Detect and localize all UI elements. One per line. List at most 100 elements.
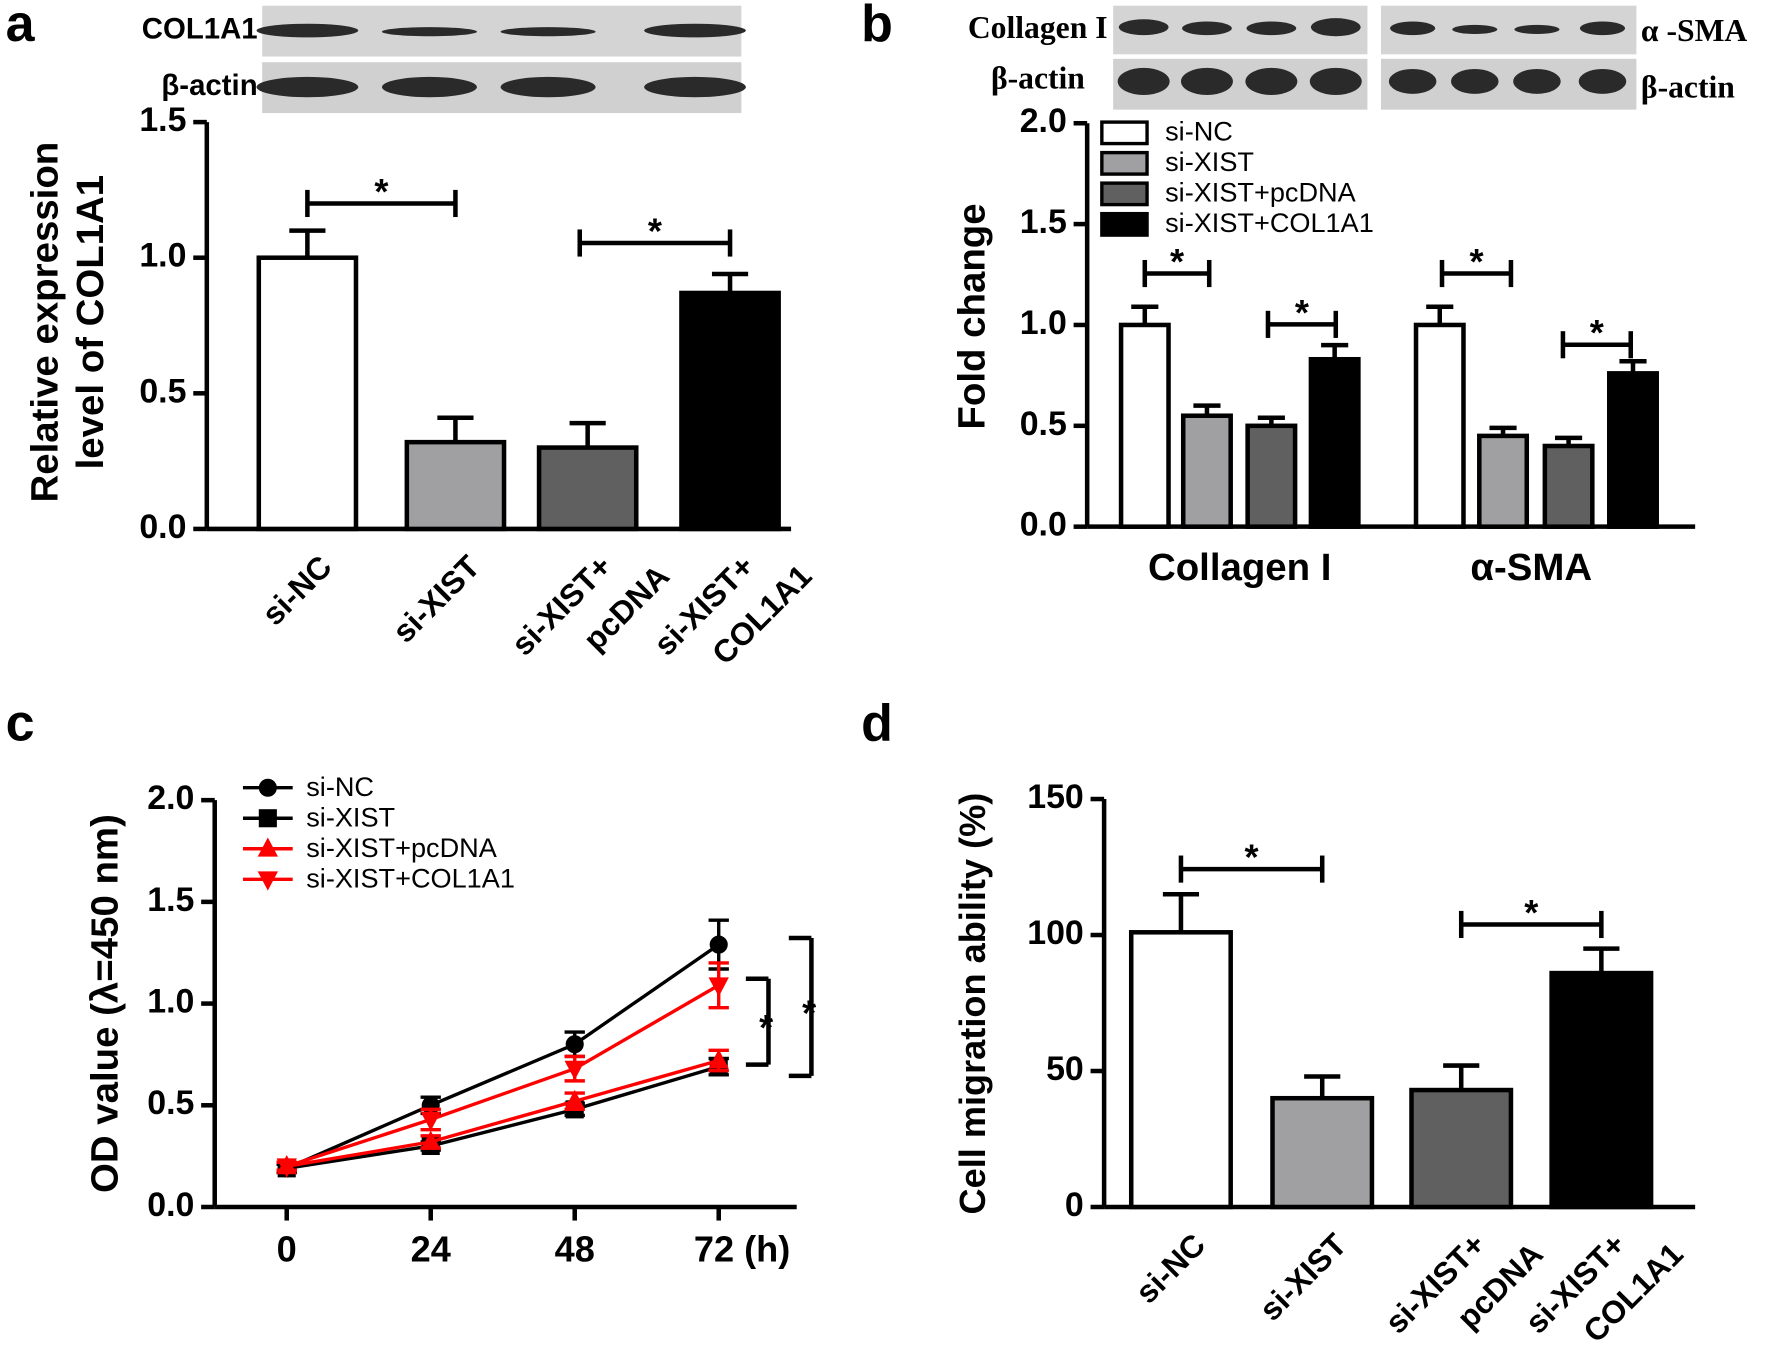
blot-label: COL1A1	[142, 12, 258, 45]
marker	[564, 1060, 585, 1080]
y-tick-label: 0.0	[147, 1186, 194, 1224]
y-axis-label: OD value (λ=450 nm)	[84, 814, 127, 1193]
line	[286, 983, 720, 1168]
x-tick-label: α-SMA	[1470, 546, 1592, 589]
bar	[1477, 433, 1530, 529]
y-tick-label: 0.5	[1020, 405, 1067, 443]
bar	[1413, 322, 1466, 529]
x-tick-label: si-NC	[1128, 1226, 1212, 1310]
sig-star: *	[374, 171, 389, 212]
bar	[1270, 1095, 1375, 1210]
marker	[708, 1049, 729, 1069]
x-tick-label: si-XIST+COL1A1	[1518, 1202, 1690, 1363]
y-tick-label: 2.0	[147, 779, 194, 817]
sig-star: *	[1245, 837, 1260, 878]
sig-star: *	[802, 993, 817, 1034]
x-tick-label: 48	[555, 1229, 595, 1270]
legend-marker	[257, 837, 279, 857]
y-tick-label: 100	[1027, 914, 1084, 952]
y-axis-label: Fold change	[950, 203, 993, 429]
blot-label: Collagen I	[968, 10, 1108, 45]
x-tick-label: 24	[411, 1229, 451, 1270]
bar	[1607, 371, 1659, 529]
y-tick-label: 0.0	[1020, 506, 1067, 544]
sig-star: *	[1590, 312, 1605, 353]
y-tick-label: 1.0	[147, 983, 194, 1021]
marker	[709, 935, 728, 954]
x-tick-label: si-NC	[255, 548, 339, 632]
x-tick-label: si-XIST	[1252, 1226, 1353, 1327]
sig-star: *	[1170, 241, 1185, 282]
legend-swatch	[1100, 150, 1149, 176]
x-tick-label: 0	[277, 1229, 297, 1270]
legend-label: si-XIST	[306, 802, 395, 833]
x-tick-label: 72 (h)	[694, 1229, 790, 1270]
sig-star: *	[759, 1007, 774, 1048]
legend-label: si-NC	[306, 771, 374, 802]
x-tick-label: si-XIST	[385, 548, 486, 649]
bar	[1245, 423, 1298, 529]
marker	[420, 1130, 441, 1150]
panel-letter: a	[6, 0, 36, 53]
y-tick-label: 50	[1046, 1050, 1084, 1088]
x-tick-label: Collagen I	[1148, 546, 1332, 589]
marker	[276, 1158, 297, 1178]
legend-label: si-XIST+pcDNA	[306, 832, 497, 863]
y-tick-label: 1.5	[139, 101, 186, 139]
y-axis-label: level of COL1A1	[69, 175, 112, 470]
legend-swatch	[1100, 211, 1149, 237]
legend-label: si-XIST+COL1A1	[306, 863, 515, 894]
y-tick-label: 0.5	[139, 372, 186, 410]
blots	[256, 5, 1637, 114]
y-axis-label: Relative expression	[24, 142, 67, 503]
y-tick-label: 1.5	[147, 881, 194, 919]
bar	[1308, 356, 1361, 529]
marker	[564, 1089, 585, 1110]
legend-label: si-XIST+pcDNA	[1165, 177, 1356, 208]
bar	[536, 445, 639, 532]
y-tick-label: 1.0	[139, 237, 186, 275]
legend-swatch	[1100, 181, 1149, 207]
legend-label: si-NC	[1165, 116, 1233, 147]
y-tick-label: 1.5	[1020, 203, 1067, 241]
legend-label: si-XIST+COL1A1	[1165, 207, 1374, 238]
bar	[679, 290, 781, 532]
legend-marker	[257, 871, 279, 891]
panel-letter: d	[861, 694, 893, 752]
sig-star: *	[1524, 892, 1539, 933]
sig-star: *	[1295, 292, 1310, 333]
y-tick-label: 150	[1027, 778, 1084, 816]
y-axis-label: Cell migration ability (%)	[952, 793, 993, 1215]
sig-star: *	[1469, 241, 1484, 282]
y-tick-label: 0.0	[139, 508, 186, 546]
marker	[420, 1111, 441, 1131]
marker	[565, 1035, 584, 1054]
panel-letter: c	[6, 694, 35, 752]
sig-star: *	[648, 211, 663, 252]
line	[286, 943, 720, 1170]
bar	[1180, 413, 1233, 529]
legend-swatch	[1100, 120, 1149, 146]
legend-marker	[258, 809, 277, 828]
x-tick-label: si-XIST+COL1A1	[647, 524, 819, 696]
bar	[256, 255, 359, 532]
bar	[1118, 322, 1171, 529]
bar	[1128, 930, 1233, 1210]
bar	[1549, 970, 1654, 1210]
bar	[1542, 443, 1595, 529]
y-tick-label: 2.0	[1020, 102, 1067, 140]
legend-label: si-XIST	[1165, 146, 1254, 177]
bar	[404, 439, 507, 532]
line	[286, 1058, 720, 1168]
bar	[1409, 1087, 1514, 1210]
blot-label: β-actin	[991, 61, 1085, 96]
legend-marker	[258, 778, 277, 797]
y-tick-label: 0	[1065, 1186, 1084, 1224]
x-tick-label: si-XIST+pcDNA	[505, 524, 677, 696]
blot-label: β-actin	[161, 69, 257, 102]
y-tick-label: 1.0	[1020, 304, 1067, 342]
panel-letter: b	[861, 0, 893, 53]
line	[286, 1065, 720, 1171]
marker	[708, 977, 729, 997]
